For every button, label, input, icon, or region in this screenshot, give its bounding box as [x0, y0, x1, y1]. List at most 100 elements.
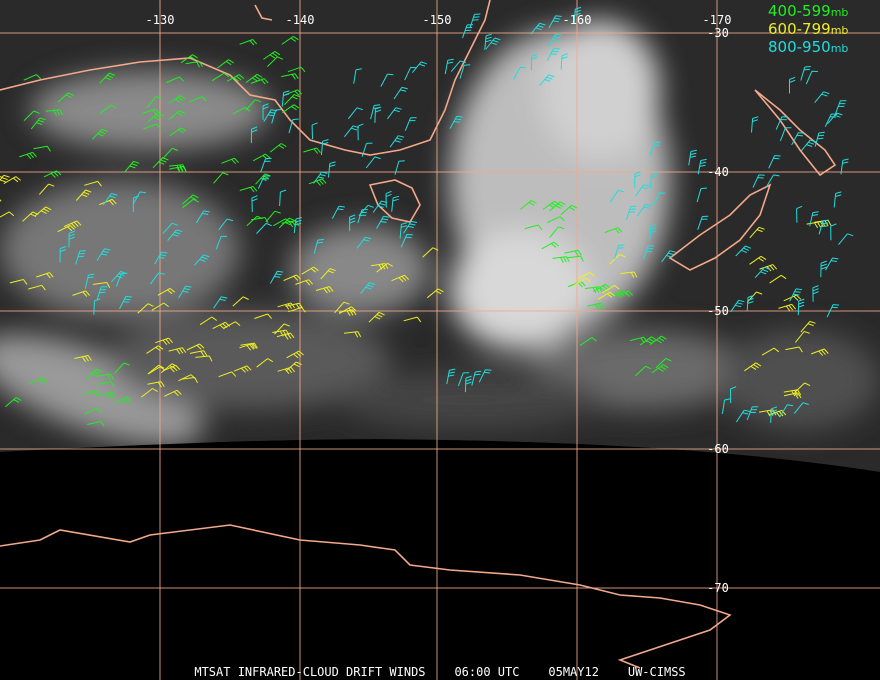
wind-barb — [168, 347, 187, 355]
wind-barb — [464, 375, 472, 393]
wind-barb — [820, 260, 827, 278]
wind-barb — [649, 224, 657, 241]
wind-barb — [239, 343, 257, 351]
wind-barb — [143, 123, 161, 130]
wind-barb — [91, 128, 108, 140]
wind-barb — [45, 109, 63, 116]
wind-barb — [765, 174, 780, 188]
wind-barb — [484, 33, 492, 50]
wind-barb — [547, 216, 565, 223]
wind-barb — [218, 218, 234, 231]
wind-barb — [0, 211, 15, 218]
wind-barb — [98, 392, 117, 400]
wind-barb — [643, 245, 655, 260]
wind-barb — [730, 386, 737, 404]
legend-unit: mb — [831, 6, 849, 19]
wind-barb — [791, 132, 805, 146]
wind-barb — [696, 187, 707, 203]
wind-barb — [385, 190, 392, 208]
wind-barb — [287, 66, 306, 73]
wind-barb — [560, 204, 578, 216]
wind-barb — [471, 370, 482, 386]
wind-barb — [389, 135, 405, 148]
wind-barb — [146, 96, 162, 108]
wind-barb — [635, 365, 652, 377]
wind-barb — [29, 377, 48, 384]
wind-barb — [141, 388, 158, 398]
wind-barb — [57, 92, 74, 103]
wind-barb — [23, 110, 40, 122]
wind-barb — [752, 174, 765, 188]
wind-barb — [655, 357, 672, 369]
wind-barb — [293, 217, 302, 233]
wind-barb — [269, 270, 284, 284]
wind-barb — [769, 274, 787, 284]
wind-barb — [281, 35, 299, 45]
wind-barb — [163, 389, 182, 397]
wind-barb — [620, 271, 638, 278]
wind-barb — [653, 192, 666, 206]
clouds — [0, 20, 880, 446]
wind-barb — [349, 214, 356, 232]
wind-barb — [334, 301, 350, 314]
wind-barb — [313, 238, 324, 254]
wind-barb — [115, 272, 128, 287]
longitude-label: -150 — [423, 13, 452, 27]
wind-barb — [232, 106, 251, 115]
wind-barb — [23, 74, 42, 81]
wind-barb — [404, 117, 417, 131]
wind-barb — [794, 382, 811, 393]
wind-barb — [303, 147, 321, 154]
wind-barb — [783, 294, 802, 302]
wind-barb — [57, 225, 75, 233]
wind-barb — [114, 396, 132, 405]
wind-barb — [278, 217, 295, 229]
wind-barb — [602, 284, 620, 294]
wind-barb — [222, 321, 241, 329]
wind-barb — [795, 331, 810, 343]
wind-barb — [566, 255, 584, 262]
latitude-label: -70 — [707, 581, 729, 595]
wind-barb — [147, 112, 164, 123]
wind-barb — [0, 174, 10, 183]
wind-barb — [830, 223, 837, 241]
wind-barb — [74, 355, 92, 363]
legend-range: 600-799 — [768, 20, 831, 38]
wind-barb — [751, 116, 759, 133]
wind-barb — [812, 285, 819, 302]
wind-barb — [785, 346, 803, 353]
wind-barb — [462, 24, 474, 39]
wind-barb — [796, 205, 803, 223]
footer-date: 05MAY12 — [548, 665, 599, 679]
wind-barb — [800, 139, 817, 152]
wind-barb — [651, 364, 669, 374]
wind-barb — [157, 287, 176, 296]
footer-source: UW-CIMSS — [628, 665, 686, 679]
wind-barb — [404, 66, 417, 81]
wind-barb — [775, 116, 789, 130]
wind-barb — [754, 266, 771, 279]
wind-barb — [579, 337, 597, 346]
wind-barb — [530, 22, 546, 35]
wind-barb — [520, 200, 537, 210]
wind-barb — [30, 117, 46, 130]
wind-barb — [797, 298, 805, 316]
wind-barb — [393, 86, 408, 100]
wind-barb — [357, 123, 364, 141]
wind-barb — [697, 158, 707, 175]
wind-barb — [400, 234, 413, 248]
wind-barb — [269, 143, 287, 153]
wind-barb — [840, 158, 849, 175]
wind-barb — [254, 313, 272, 319]
wind-barb — [96, 373, 114, 380]
wind-barb — [789, 76, 796, 94]
wind-barb — [635, 184, 650, 197]
wind-barb — [189, 96, 207, 103]
wind-barb — [320, 139, 329, 156]
wind-barb — [195, 210, 210, 224]
wind-barb — [151, 302, 169, 311]
wind-barb — [180, 54, 198, 64]
wind-barb — [564, 249, 582, 257]
wind-barb — [99, 72, 116, 84]
